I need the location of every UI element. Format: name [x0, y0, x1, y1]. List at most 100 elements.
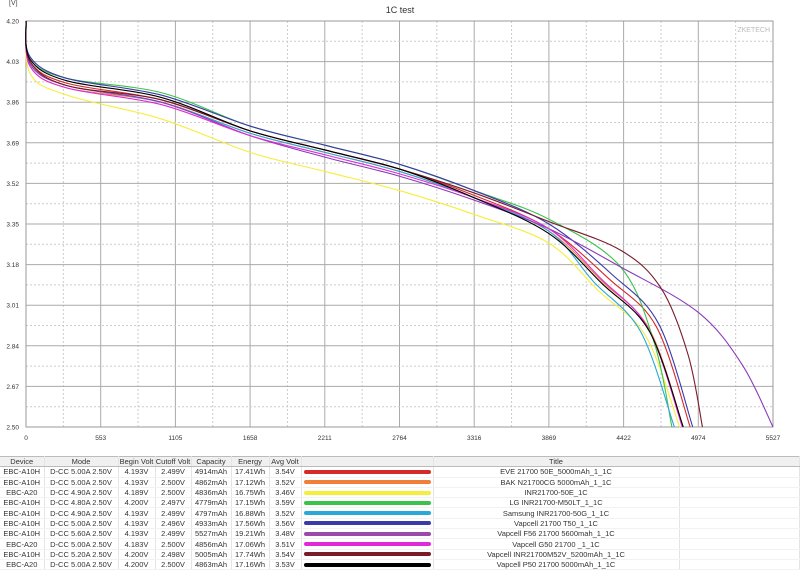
table-row[interactable]: EBC-A10H D-CC 5.00A 2.50V 4.193V 2.499V 4914…	[0, 466, 800, 478]
x-tick-label: 3316	[467, 435, 482, 442]
cell-cutoff: 2.500V	[155, 538, 192, 550]
cell-capacity: 4863mAh	[191, 559, 232, 570]
table-row[interactable]: EBC-A10H D-CC 5.60A 2.50V 4.193V 2.499V 5527…	[0, 528, 800, 540]
cell-title: BAK N21700CG 5000mAh_1_1C	[433, 477, 680, 488]
cell-energy: 17.41Wh	[231, 466, 270, 478]
cell-title: LG INR21700-M50LT_1_1C	[433, 497, 680, 509]
color-swatch	[303, 469, 431, 474]
cell-title: Vapcell F56 21700 5600mah_1_1C	[433, 528, 680, 540]
cell-blank	[679, 549, 800, 560]
cell-color	[301, 477, 434, 488]
cell-energy: 19.21Wh	[231, 528, 270, 540]
cell-avg: 3.56V	[269, 518, 302, 530]
cell-cutoff: 2.498V	[155, 549, 192, 560]
header-begin-volt[interactable]: Begin Volt	[118, 455, 156, 468]
cell-begin: 4.193V	[118, 507, 156, 519]
cell-blank	[679, 497, 800, 509]
cell-color	[301, 538, 434, 550]
y-tick-label: 3.69	[6, 140, 19, 147]
cell-cutoff: 2.500V	[155, 487, 192, 499]
cell-blank	[679, 507, 800, 519]
table-row[interactable]: EBC-A20 D-CC 4.90A 2.50V 4.189V 2.500V 4836m…	[0, 487, 800, 499]
x-tick-label: 3869	[542, 435, 557, 442]
y-tick-label: 3.52	[6, 181, 19, 188]
cell-energy: 17.06Wh	[231, 538, 270, 550]
cell-avg: 3.59V	[269, 497, 302, 509]
y-tick-label: 4.03	[6, 59, 19, 66]
cell-energy: 17.15Wh	[231, 497, 270, 509]
y-tick-label: 4.20	[6, 19, 19, 26]
table-row[interactable]: EBC-A20 D-CC 5.00A 2.50V 4.200V 2.500V 4863m…	[0, 559, 800, 570]
header-title[interactable]: Title	[433, 455, 680, 468]
header-avg-volt[interactable]: Avg Volt	[269, 455, 302, 468]
cell-avg: 3.52V	[269, 477, 302, 488]
x-tick-label: 2764	[392, 435, 407, 442]
cell-capacity: 4914mAh	[191, 466, 232, 478]
series-line-2	[25, 20, 681, 428]
header-energy[interactable]: Energy	[231, 455, 270, 468]
results-table: Device Mode Begin Volt Cutoff Volt Capac…	[0, 455, 800, 570]
y-tick-label: 3.35	[6, 222, 19, 229]
color-swatch	[303, 531, 431, 536]
cell-device: EBC-A10H	[0, 507, 45, 519]
table-row[interactable]: EBC-A10H D-CC 4.90A 2.50V 4.193V 2.499V 4797…	[0, 507, 800, 519]
cell-mode: D-CC 5.00A 2.50V	[44, 518, 119, 530]
y-tick-label: 3.18	[6, 262, 19, 269]
cell-energy: 17.56Wh	[231, 518, 270, 530]
cell-avg: 3.51V	[269, 538, 302, 550]
cell-begin: 4.183V	[118, 538, 156, 550]
cell-energy: 16.88Wh	[231, 507, 270, 519]
cell-mode: D-CC 5.20A 2.50V	[44, 549, 119, 560]
cell-color	[301, 518, 434, 530]
y-tick-label: 2.50	[6, 425, 19, 432]
cell-color	[301, 487, 434, 499]
plot-frame	[25, 20, 774, 428]
color-swatch	[303, 511, 431, 516]
x-tick-label: 553	[95, 435, 106, 442]
table-row[interactable]: EBC-A20 D-CC 5.00A 2.50V 4.183V 2.500V 4856m…	[0, 538, 800, 550]
cell-begin: 4.200V	[118, 497, 156, 509]
color-swatch	[303, 542, 431, 547]
cell-blank	[679, 518, 800, 530]
y-tick-label: 2.84	[6, 343, 19, 350]
header-mode[interactable]: Mode	[44, 455, 119, 468]
cell-title: Vapcell INR21700M52V_5200mAh_1_1C	[433, 549, 680, 560]
x-tick-label: 4974	[691, 435, 706, 442]
header-capacity[interactable]: Capacity	[191, 455, 232, 468]
y-tick-label: 3.01	[6, 303, 19, 310]
y-tick-label: 3.86	[6, 100, 19, 107]
x-tick-label: 5527	[766, 435, 781, 442]
x-tick-label: 2211	[318, 435, 332, 442]
color-swatch	[303, 562, 431, 567]
cell-capacity: 5527mAh	[191, 528, 232, 540]
cell-title: INR21700-50E_1C	[433, 487, 680, 499]
y-tick-labels: 4.20 4.03 3.86 3.69 3.52 3.35 3.18 3.01 2.84 2.67…	[6, 19, 19, 432]
cell-mode: D-CC 5.00A 2.50V	[44, 559, 119, 570]
cell-cutoff: 2.500V	[155, 477, 192, 488]
header-color[interactable]	[301, 455, 434, 468]
cell-capacity: 4862mAh	[191, 477, 232, 488]
cell-capacity: 4933mAh	[191, 518, 232, 530]
table-row[interactable]: EBC-A10H D-CC 5.00A 2.50V 4.193V 2.500V 4862…	[0, 477, 800, 488]
table-row[interactable]: EBC-A10H D-CC 5.20A 2.50V 4.200V 2.498V 5005…	[0, 549, 800, 560]
cell-color	[301, 497, 434, 509]
header-cutoff-volt[interactable]: Cutoff Volt	[155, 455, 192, 468]
color-swatch	[303, 500, 431, 505]
cell-avg: 3.52V	[269, 507, 302, 519]
chart-title: 1C test	[386, 5, 415, 15]
cell-capacity: 4836mAh	[191, 487, 232, 499]
cell-begin: 4.193V	[118, 477, 156, 488]
x-tick-label: 1105	[168, 435, 182, 442]
cell-cutoff: 2.499V	[155, 507, 192, 519]
cell-energy: 17.74Wh	[231, 549, 270, 560]
table-row[interactable]: EBC-A10H D-CC 5.00A 2.50V 4.193V 2.496V 4933…	[0, 518, 800, 530]
cell-cutoff: 2.499V	[155, 528, 192, 540]
cell-cutoff: 2.500V	[155, 559, 192, 570]
header-device[interactable]: Device	[0, 455, 45, 468]
table-row[interactable]: EBC-A10H D-CC 4.80A 2.50V 4.200V 2.497V 4779…	[0, 497, 800, 509]
x-tick-label: 1658	[243, 435, 258, 442]
color-swatch	[303, 552, 431, 557]
cell-mode: D-CC 4.90A 2.50V	[44, 507, 119, 519]
cell-energy: 17.12Wh	[231, 477, 270, 488]
x-tick-label: 0	[24, 435, 28, 442]
